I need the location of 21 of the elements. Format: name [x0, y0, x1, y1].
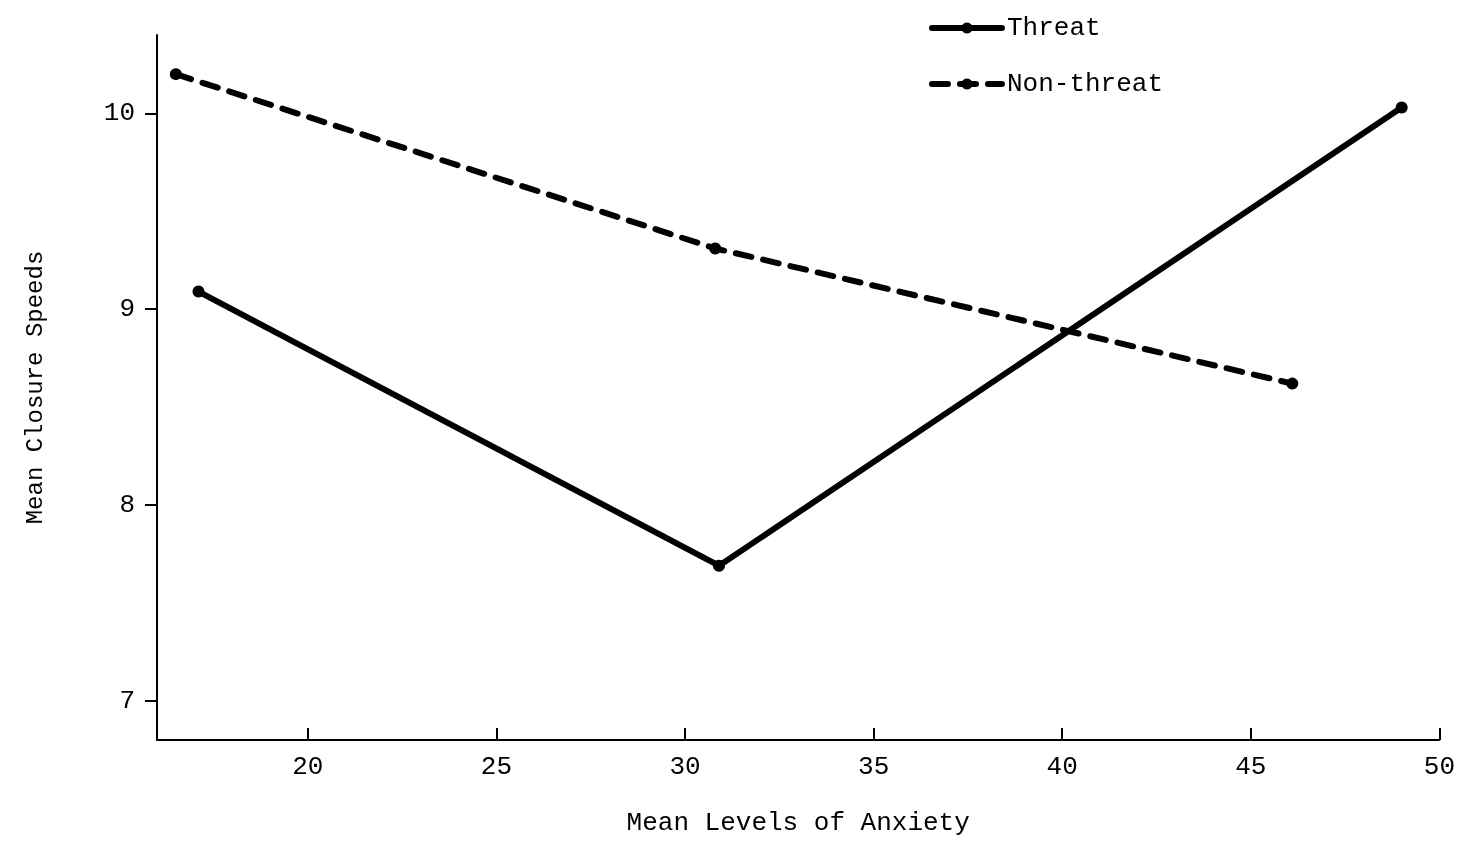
x-tick-label: 35 — [858, 752, 890, 782]
y-tick-label: 8 — [119, 490, 135, 520]
y-axis-title: Mean Closure Speeds — [21, 250, 49, 525]
point — [1286, 377, 1299, 390]
legend-label: Threat — [1006, 13, 1101, 43]
x-axis-title: Mean Levels of Anxiety — [626, 808, 970, 838]
y-tick-label: 7 — [119, 685, 135, 716]
y-tick-label: 10 — [103, 98, 135, 129]
y-tick-label: 9 — [119, 294, 135, 325]
x-tick-label: 20 — [292, 752, 324, 782]
x-tick-label: 50 — [1423, 752, 1456, 782]
x-tick-label: 40 — [1046, 752, 1078, 782]
point — [1395, 101, 1408, 114]
point — [709, 242, 722, 255]
point — [713, 559, 725, 572]
point — [169, 68, 182, 81]
x-tick-label: 25 — [480, 752, 513, 782]
x-tick-label: 45 — [1235, 752, 1267, 782]
x-tick-label: 30 — [669, 752, 701, 782]
legend-label: Non-threat — [1006, 69, 1164, 99]
point — [192, 285, 205, 298]
